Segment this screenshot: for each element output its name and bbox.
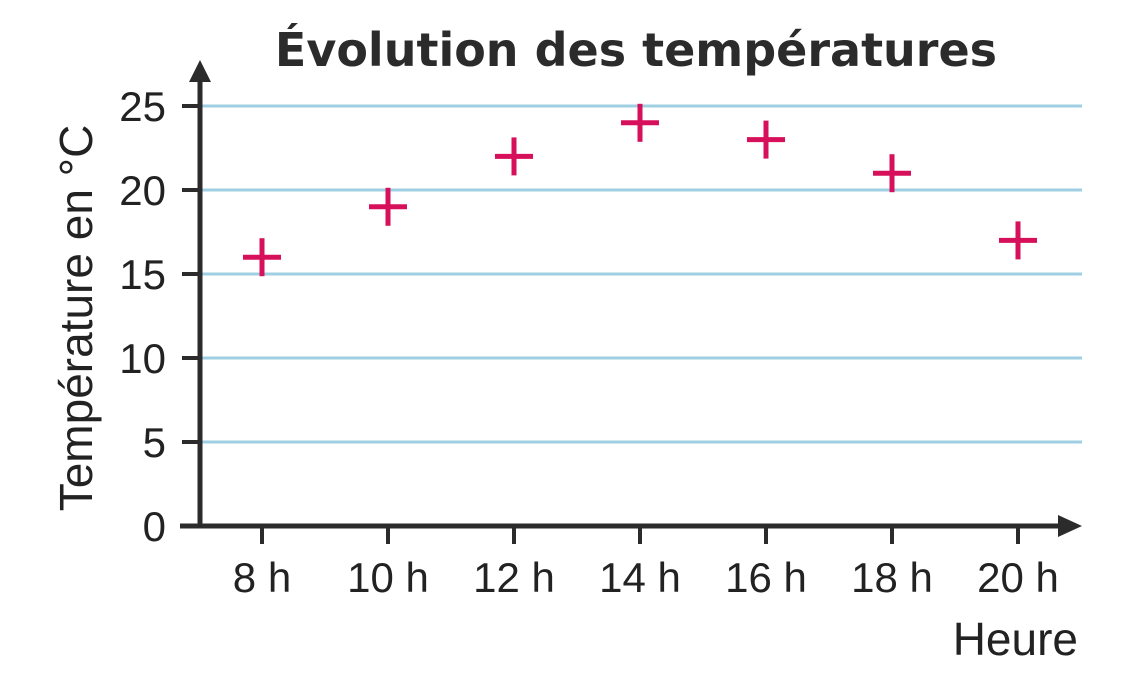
data-point-2: [495, 137, 533, 176]
data-point-4: [747, 120, 785, 159]
y-tick-label-15: 15: [119, 251, 166, 298]
x-tick-label-3: 14 h: [599, 554, 681, 601]
grid-lines: [200, 104, 1082, 444]
x-axis-ticks: 8 h 10 h 12 h 14 h 16 h 18 h 20 h: [233, 526, 1059, 601]
axes: [180, 60, 1082, 537]
data-point-3: [621, 103, 659, 142]
x-tick-label-0: 8 h: [233, 554, 291, 601]
x-tick-label-5: 18 h: [851, 554, 933, 601]
x-tick-label-4: 16 h: [725, 554, 807, 601]
y-tick-label-0: 0: [143, 503, 166, 550]
x-axis-label: Heure: [953, 613, 1078, 665]
y-axis-arrow: [189, 60, 211, 82]
data-point-0: [243, 238, 281, 277]
x-tick-label-1: 10 h: [347, 554, 429, 601]
x-axis-arrow: [1058, 515, 1082, 537]
y-tick-label-5: 5: [143, 419, 166, 466]
data-points: [243, 103, 1037, 277]
data-point-6: [999, 221, 1037, 260]
x-tick-label-2: 12 h: [473, 554, 555, 601]
y-tick-label-10: 10: [119, 335, 166, 382]
y-axis-ticks: 0 5 10 15 20 25: [119, 83, 200, 550]
y-tick-label-25: 25: [119, 83, 166, 130]
y-axis-label: Température en °C: [50, 125, 102, 512]
data-point-5: [873, 154, 911, 193]
x-tick-label-6: 20 h: [977, 554, 1059, 601]
data-point-1: [369, 187, 407, 226]
chart-title: Évolution des températures: [275, 23, 997, 77]
y-tick-label-20: 20: [119, 167, 166, 214]
